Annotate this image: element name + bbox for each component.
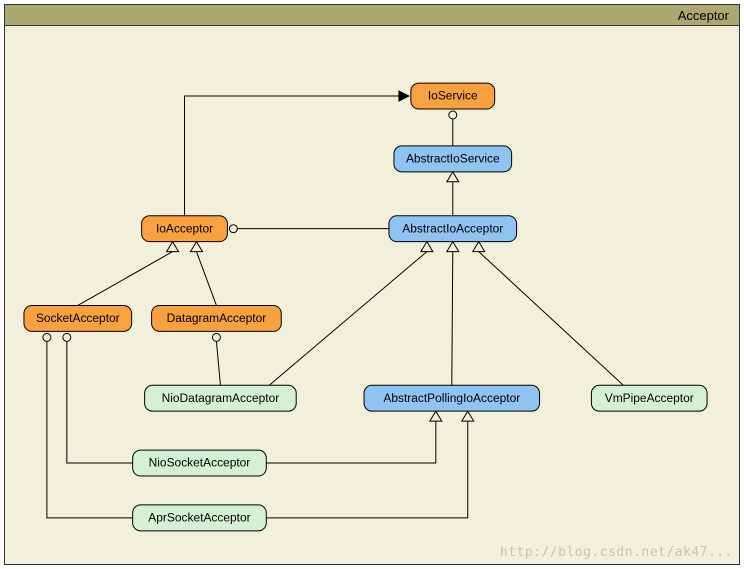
generalization-arrow [421, 242, 433, 252]
generalization-arrow [473, 242, 485, 252]
diagram-svg: IoService AbstractIoService AbstractIoAcce… [5, 26, 739, 564]
node-label: IoService [428, 89, 478, 103]
diagram-title-bar: Acceptor [4, 4, 740, 26]
generalization-arrow [447, 242, 459, 252]
node-label: VmPipeAcceptor [605, 391, 694, 405]
diagram-canvas: IoService AbstractIoService AbstractIoAcce… [4, 26, 740, 565]
dependency-arrow [399, 91, 409, 101]
generalization-arrow [447, 172, 459, 182]
node-label: SocketAcceptor [36, 311, 120, 325]
node-label: AbstractPollingIoAcceptor [383, 391, 520, 405]
node-label: NioSocketAcceptor [149, 456, 251, 470]
node-label: NioDatagramAcceptor [162, 391, 280, 405]
node-AbstractPollingIoAcceptor: AbstractPollingIoAcceptor [364, 385, 540, 411]
generalization-arrow [190, 242, 202, 252]
node-label: AbstractIoAcceptor [402, 221, 503, 235]
node-AprSocketAcceptor: AprSocketAcceptor [133, 505, 267, 531]
node-VmPipeAcceptor: VmPipeAcceptor [591, 385, 707, 411]
diagram-title: Acceptor [678, 8, 729, 23]
generalization-arrow [462, 411, 474, 421]
node-NioDatagramAcceptor: NioDatagramAcceptor [145, 385, 297, 411]
generalization-arrow [167, 242, 179, 252]
node-IoService: IoService [411, 83, 495, 109]
diagram-root: Acceptor IoService AbstractIoService Abstr… [0, 0, 744, 569]
node-SocketAcceptor: SocketAcceptor [24, 305, 132, 331]
node-DatagramAcceptor: DatagramAcceptor [152, 305, 282, 331]
nodes-group: IoService AbstractIoService AbstractIoAcce… [24, 83, 707, 531]
node-AbstractIoAcceptor: AbstractIoAcceptor [389, 216, 517, 242]
generalization-arrow [430, 411, 442, 421]
node-AbstractIoService: AbstractIoService [394, 146, 512, 172]
node-NioSocketAcceptor: NioSocketAcceptor [133, 450, 267, 476]
edges-group [43, 91, 623, 518]
node-label: AbstractIoService [406, 152, 500, 166]
node-label: IoAcceptor [156, 221, 213, 235]
node-label: DatagramAcceptor [167, 311, 267, 325]
node-IoAcceptor: IoAcceptor [142, 216, 228, 242]
node-label: AprSocketAcceptor [148, 511, 250, 525]
